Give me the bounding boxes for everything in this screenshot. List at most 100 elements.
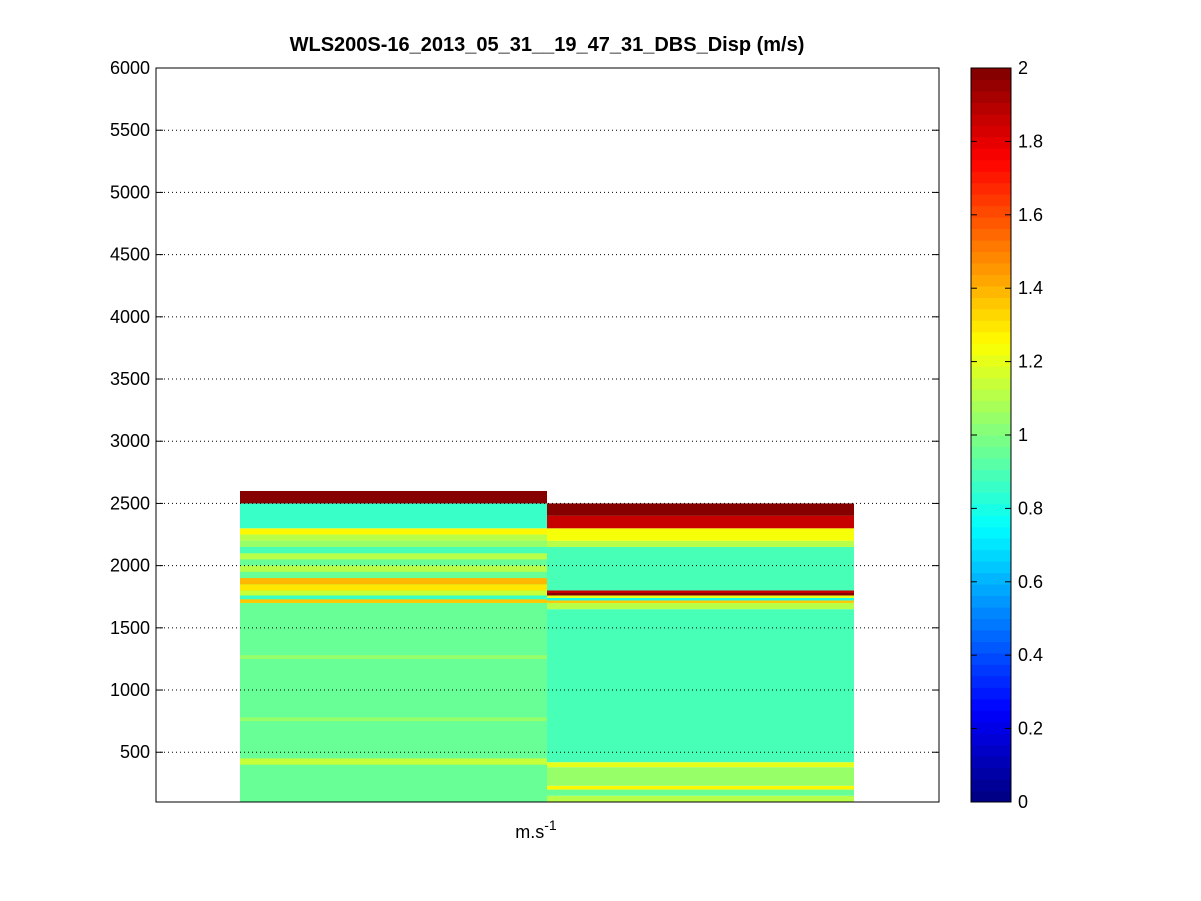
colorbar-strip-5 (971, 744, 1011, 757)
colorbar-strip-26 (971, 503, 1011, 516)
colorbar-strip-39 (971, 354, 1011, 367)
colorbar-strip-49 (971, 240, 1011, 252)
y-tick-label-4500: 4500 (110, 245, 150, 265)
colorbar-strip-41 (971, 331, 1011, 344)
y-tick-label-5500: 5500 (110, 120, 150, 140)
heatmap-cell-col2-3 (547, 785, 854, 790)
heatmap-cell-col2-16 (547, 515, 854, 529)
colorbar-strip-22 (971, 549, 1011, 562)
colorbar-strip-2 (971, 779, 1011, 792)
heatmap-cell-col2-6 (547, 609, 854, 763)
heatmap-cell-col2-1 (547, 795, 854, 802)
colorbar-strip-45 (971, 285, 1011, 298)
colorbar-strip-24 (971, 526, 1011, 539)
heatmap-cell-col1-7 (240, 590, 547, 596)
x-axis-label: m.s-1 (515, 817, 557, 842)
colorbar-strip-31 (971, 446, 1011, 459)
heatmap-cell-col2-14 (547, 540, 854, 547)
heatmap-cell-col1-14 (240, 534, 547, 541)
colorbar-strip-25 (971, 515, 1011, 528)
y-tick-label-5000: 5000 (110, 182, 150, 202)
colorbar-strip-10 (971, 687, 1011, 700)
colorbar-strip-29 (971, 469, 1011, 482)
heatmap-cell-col2-10 (547, 595, 854, 598)
heatmap-cell-col1-13 (240, 540, 547, 547)
colorbar-strip-15 (971, 629, 1011, 642)
colorbar-tick-label-0.6: 0.6 (1018, 572, 1043, 592)
colorbar-strip-64 (971, 68, 1011, 80)
colorbar-strip-21 (971, 561, 1011, 574)
colorbar-tick-label-0.8: 0.8 (1018, 498, 1043, 518)
colorbar-strip-40 (971, 343, 1011, 356)
colorbar-strip-42 (971, 320, 1011, 333)
heatmap-cell-col1-10 (240, 565, 547, 572)
colorbar-tick-label-1.8: 1.8 (1018, 131, 1043, 151)
colorbar-strip-8 (971, 710, 1011, 723)
heatmap-cell-col1-16 (240, 503, 547, 529)
colorbar-strip-7 (971, 721, 1011, 734)
colorbar-strip-37 (971, 377, 1011, 390)
colorbar-strip-23 (971, 538, 1011, 551)
colorbar-tick-label-0.2: 0.2 (1018, 719, 1043, 739)
colorbar-strip-1 (971, 790, 1011, 803)
heatmap-cell-col2-8 (547, 600, 854, 603)
colorbar-tick-label-1.6: 1.6 (1018, 205, 1043, 225)
colorbar-strip-46 (971, 274, 1011, 287)
y-tick-label-2500: 2500 (110, 493, 150, 513)
colorbar: 0 0.2 0.4 0.6 0.8 1 1.2 1.4 1.6 1.8 2 (970, 58, 1043, 812)
chart-title: WLS200S-16_2013_05_31__19_47_31_DBS_Disp… (290, 34, 805, 56)
y-tick-label-3500: 3500 (110, 369, 150, 389)
colorbar-strip-38 (971, 366, 1011, 379)
colorbar-ticks: 0 0.2 0.4 0.6 0.8 1 1.2 1.4 1.6 1.8 2 (971, 58, 1043, 812)
y-tick-label-3000: 3000 (110, 431, 150, 451)
colorbar-strip-35 (971, 400, 1011, 413)
heatmap-cell-col2-11 (547, 592, 854, 596)
colorbar-strip-61 (971, 102, 1011, 115)
heatmap-cell-col1-8 (240, 584, 547, 591)
heatmap-cell-col2-5 (547, 762, 854, 768)
grid-lines (156, 129, 939, 753)
heatmap-cell-col1-12 (240, 546, 547, 554)
heatmap-cell-col2-2 (547, 789, 854, 796)
colorbar-strip-12 (971, 664, 1011, 677)
colorbar-tick-label-1: 1 (1018, 425, 1028, 445)
y-tick-label-2000: 2000 (110, 556, 150, 576)
plot-frame (155, 67, 940, 803)
colorbar-strip-9 (971, 698, 1011, 711)
y-tick-label-1000: 1000 (110, 680, 150, 700)
y-axis-ticks: 500 1000 1500 2000 2500 3000 3500 4000 4500 5000 5… (110, 58, 939, 762)
colorbar-strip-19 (971, 584, 1011, 597)
colorbar-strip-30 (971, 457, 1011, 470)
colorbar-strip-48 (971, 251, 1011, 264)
colorbar-strip-59 (971, 125, 1011, 138)
colorbar-strip-44 (971, 297, 1011, 310)
heatmap-cell-col1-2 (240, 758, 547, 765)
colorbar-strip-16 (971, 618, 1011, 631)
x-axis-label-base: m.s (515, 822, 544, 842)
heatmap-cell-col1-17 (240, 490, 547, 504)
colorbar-strip-36 (971, 389, 1011, 402)
colorbar-tick-label-1.2: 1.2 (1018, 352, 1043, 372)
colorbar-strip-47 (971, 262, 1011, 275)
colorbar-strip-14 (971, 641, 1011, 654)
colorbar-strip-27 (971, 492, 1011, 505)
x-axis-label-superscript: -1 (544, 817, 557, 833)
colorbar-strip-33 (971, 423, 1011, 436)
heatmap-cell-col1-3 (240, 717, 547, 722)
colorbar-tick-label-0: 0 (1018, 792, 1028, 812)
colorbar-gradient (971, 68, 1011, 803)
colorbar-strip-28 (971, 480, 1011, 493)
colorbar-strip-17 (971, 607, 1011, 619)
colorbar-strip-34 (971, 412, 1011, 425)
heatmap-cell-col2-4 (547, 767, 854, 786)
y-tick-label-4000: 4000 (110, 307, 150, 327)
colorbar-strip-57 (971, 148, 1011, 161)
colorbar-tick-label-0.4: 0.4 (1018, 645, 1043, 665)
colorbar-strip-4 (971, 756, 1011, 769)
heatmap-cell-col2-13 (547, 546, 854, 591)
colorbar-strip-51 (971, 217, 1011, 230)
colorbar-tick-label-1.4: 1.4 (1018, 278, 1043, 298)
colorbar-strip-32 (971, 435, 1011, 447)
colorbar-strip-3 (971, 767, 1011, 780)
